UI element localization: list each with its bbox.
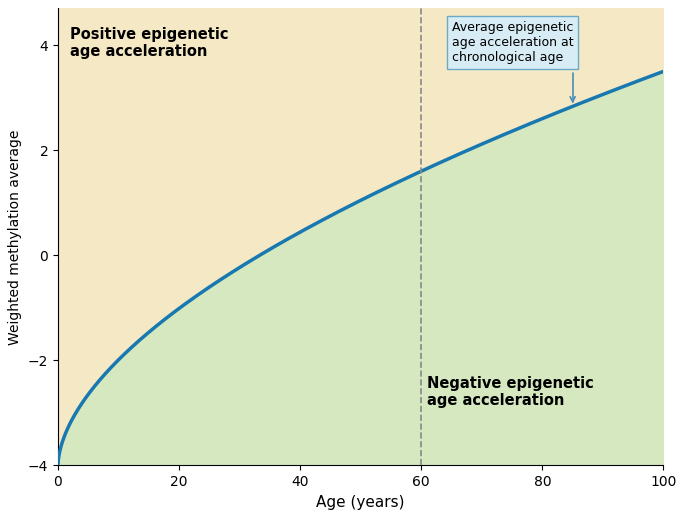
Text: Positive epigenetic
age acceleration: Positive epigenetic age acceleration [70,27,229,59]
Text: Negative epigenetic
age acceleration: Negative epigenetic age acceleration [427,376,594,408]
Text: Average epigenetic
age acceleration at
chronological age: Average epigenetic age acceleration at c… [451,21,575,102]
X-axis label: Age (years): Age (years) [316,495,405,510]
Y-axis label: Weighted methylation average: Weighted methylation average [8,129,23,344]
